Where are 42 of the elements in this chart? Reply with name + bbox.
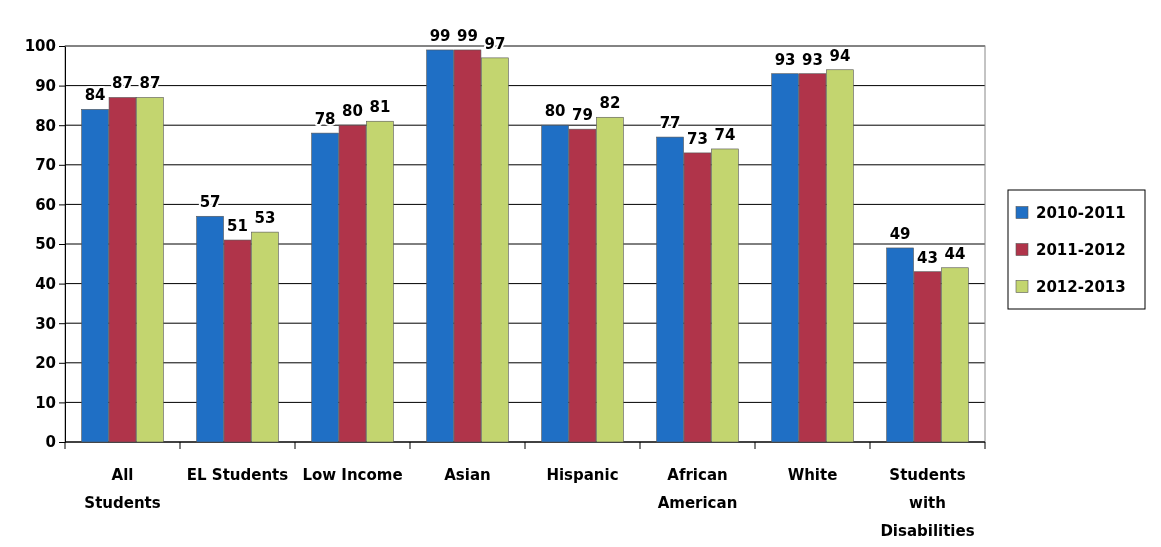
- data-label: 79: [572, 106, 593, 125]
- y-tick-label: 20: [35, 354, 56, 373]
- data-label: 78: [314, 110, 336, 129]
- x-tick-label: White: [787, 466, 838, 484]
- data-label: 49: [889, 224, 911, 243]
- data-label: 93: [774, 50, 796, 69]
- data-label: 53: [254, 209, 276, 228]
- y-tick-label: 80: [35, 116, 56, 135]
- data-label: 94: [829, 46, 851, 65]
- x-tick-label: Hispanic: [546, 466, 619, 484]
- y-tick-label: 70: [35, 156, 56, 175]
- y-tick-label: 50: [35, 235, 56, 254]
- data-label: 93: [802, 50, 823, 69]
- x-tick-label: African American: [657, 466, 738, 512]
- legend-label: 2011-2012: [1036, 240, 1126, 259]
- x-tick-label: Students with Disabilities: [880, 466, 975, 540]
- data-label: 73: [687, 129, 708, 148]
- x-tick-label: Low Income: [302, 466, 403, 484]
- data-label: 44: [944, 244, 966, 263]
- data-label: 82: [599, 94, 621, 113]
- x-tick-label: Asian: [444, 466, 491, 484]
- y-tick-label: 0: [45, 433, 56, 452]
- data-label: 84: [84, 86, 106, 105]
- legend-label: 2012-2013: [1036, 277, 1126, 296]
- data-label: 74: [714, 125, 736, 144]
- y-tick-label: 30: [35, 314, 56, 333]
- data-label: 43: [917, 248, 938, 267]
- legend-label: 2010-2011: [1036, 203, 1126, 222]
- y-tick-label: 100: [24, 37, 56, 56]
- data-label: 81: [369, 98, 391, 117]
- data-label: 99: [429, 26, 451, 45]
- data-label: 51: [227, 217, 248, 236]
- y-tick-label: 40: [35, 274, 56, 293]
- y-tick-label: 10: [35, 393, 56, 412]
- x-tick-label: All Students: [84, 466, 161, 512]
- y-tick-label: 60: [35, 195, 56, 214]
- data-label: 97: [484, 34, 506, 53]
- data-label: 80: [544, 102, 566, 121]
- x-tick-label: EL Students: [186, 466, 289, 484]
- data-label: 80: [342, 102, 363, 121]
- data-label: 99: [457, 26, 478, 45]
- y-tick-label: 90: [35, 76, 56, 95]
